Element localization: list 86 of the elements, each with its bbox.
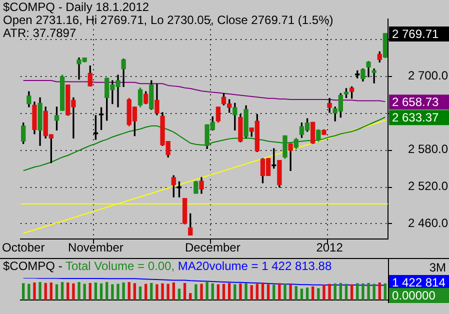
bar [116, 284, 120, 300]
bar [128, 282, 130, 300]
bar [60, 282, 64, 300]
bar [50, 282, 53, 300]
bar [250, 285, 253, 300]
y-tick-label: 2 580.0 [408, 142, 448, 156]
x-tick-label: December [184, 240, 240, 254]
bar [261, 282, 264, 300]
bar [72, 283, 75, 300]
bar [356, 283, 359, 300]
bar [266, 284, 270, 300]
bar [133, 283, 136, 300]
bar [111, 284, 114, 300]
bar [334, 283, 336, 300]
bar [278, 283, 281, 300]
text: 3M [429, 260, 446, 274]
bar [44, 282, 47, 300]
bar [378, 282, 381, 300]
bar [66, 282, 70, 300]
bar [322, 284, 326, 300]
text: 2 769.71 [392, 26, 440, 41]
y-tick-label: 2 520.0 [408, 178, 448, 193]
x-tick-label: 2012 [316, 240, 344, 254]
bar [78, 282, 80, 300]
chart-subtitle: Open 2731.16, Hi 2769.71, Lo 2730.05, Close 2769.71 (1.5%) [3, 13, 334, 27]
bar [172, 282, 175, 300]
bar [317, 288, 320, 300]
bar [384, 283, 387, 300]
bar [183, 282, 186, 300]
bar [206, 282, 208, 300]
bar [228, 282, 231, 300]
series-label: MA20volume = 1 422 813.88 [178, 259, 332, 273]
x-tick-label: October [2, 240, 45, 254]
bar [294, 286, 298, 300]
bar [344, 284, 348, 300]
bar [289, 284, 292, 300]
bar [312, 286, 314, 300]
bar [144, 284, 148, 300]
annotation: ATR: 37.7897 [3, 26, 78, 40]
series-label: Total Volume = 0.00, [65, 259, 176, 273]
bar [122, 282, 125, 300]
chart-title: $COMPQ - Daily 18.1.2012 [3, 0, 150, 14]
bar [216, 284, 220, 300]
bar [350, 284, 354, 300]
bar [22, 283, 25, 300]
bar [106, 282, 108, 300]
bar [38, 282, 42, 300]
bar [83, 284, 86, 300]
y-tick-label: 2 700.0 [408, 68, 448, 83]
bar [339, 282, 342, 300]
bar [200, 284, 203, 300]
bar [161, 283, 164, 300]
bar [244, 283, 248, 300]
bar [367, 282, 370, 300]
bar [284, 284, 286, 300]
bar [362, 283, 364, 300]
bar [150, 282, 153, 300]
bar [28, 284, 30, 300]
bar [372, 284, 376, 300]
bar [234, 284, 236, 300]
bar [138, 286, 142, 300]
bar [239, 283, 242, 300]
bar [189, 293, 192, 300]
bar [94, 282, 98, 300]
bar [211, 283, 214, 300]
text: 1 422 814 [392, 275, 446, 290]
text: 2 658.73 [392, 94, 440, 109]
bar [166, 284, 170, 300]
bar [272, 284, 276, 300]
chart-title: $COMPQ - [3, 259, 64, 273]
bar [178, 288, 181, 300]
y-tick-label: 2 460.0 [408, 216, 448, 230]
bar [194, 284, 198, 300]
bar [306, 288, 309, 300]
bar [33, 282, 36, 300]
bar [222, 284, 226, 300]
bar [55, 284, 58, 300]
x-tick-label: November [68, 240, 124, 254]
bar [88, 282, 92, 300]
text: 2 633.37 [392, 110, 440, 124]
bar [100, 283, 103, 300]
text: 0.00000 [392, 288, 436, 302]
bar [256, 284, 258, 300]
bar [156, 284, 158, 300]
bar [300, 288, 304, 300]
bar [328, 284, 331, 300]
